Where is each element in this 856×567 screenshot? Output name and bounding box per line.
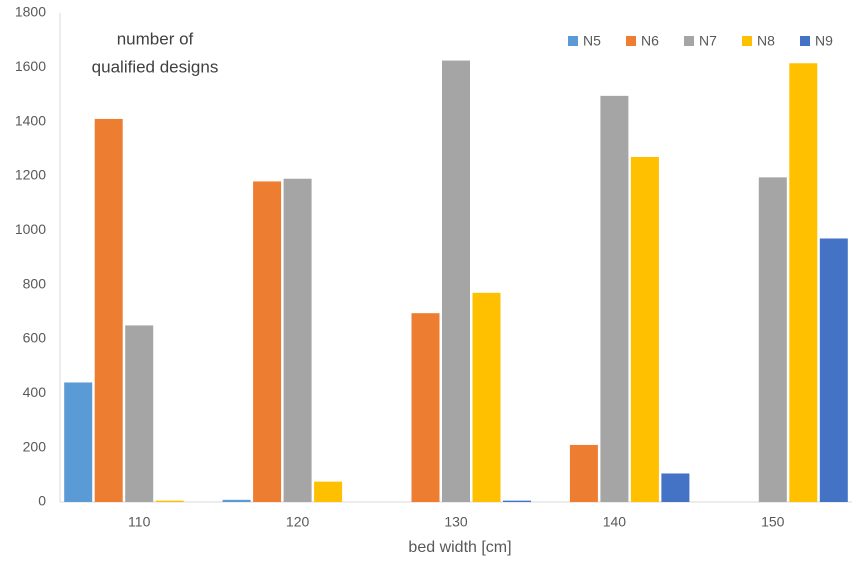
annotation: qualified designs <box>92 57 219 76</box>
y-tick-label: 1000 <box>15 221 46 237</box>
bar <box>630 156 659 502</box>
bar <box>64 382 93 502</box>
bar <box>125 325 154 502</box>
bar <box>819 238 848 502</box>
x-tick-label: 120 <box>286 514 310 530</box>
bar <box>253 181 282 502</box>
y-tick-label: 800 <box>23 275 47 291</box>
bar <box>600 95 629 502</box>
y-tick-label: 200 <box>23 438 47 454</box>
bar <box>411 313 440 502</box>
y-tick-label: 1800 <box>15 4 46 20</box>
legend-swatch <box>800 36 810 46</box>
legend-label: N5 <box>583 33 601 49</box>
x-axis-title: bed width [cm] <box>408 539 511 556</box>
x-tick-label: 150 <box>761 514 785 530</box>
legend-swatch <box>626 36 636 46</box>
annotation: number of <box>117 29 194 48</box>
bar <box>155 500 184 502</box>
legend-label: N7 <box>699 33 717 49</box>
y-tick-label: 400 <box>23 384 47 400</box>
bar <box>789 63 818 503</box>
bar <box>661 473 690 502</box>
bar <box>569 444 598 502</box>
y-tick-label: 600 <box>23 330 47 346</box>
bar <box>503 500 531 502</box>
y-tick-label: 0 <box>38 493 46 509</box>
x-tick-label: 110 <box>128 514 151 530</box>
legend-label: N9 <box>815 33 833 49</box>
bar <box>758 177 787 502</box>
bar <box>314 481 343 502</box>
legend-label: N6 <box>641 33 659 49</box>
x-tick-label: 140 <box>603 514 627 530</box>
bar <box>283 178 312 502</box>
bar <box>442 60 470 503</box>
x-tick-label: 130 <box>444 514 468 530</box>
legend-swatch <box>568 36 578 46</box>
legend-swatch <box>684 36 694 46</box>
legend-swatch <box>742 36 752 46</box>
y-tick-label: 1600 <box>15 58 46 74</box>
y-tick-label: 1400 <box>15 112 46 128</box>
legend-label: N8 <box>757 33 775 49</box>
bar <box>94 118 123 502</box>
y-tick-label: 1200 <box>15 167 46 183</box>
bar <box>472 292 501 502</box>
bar <box>222 499 251 502</box>
